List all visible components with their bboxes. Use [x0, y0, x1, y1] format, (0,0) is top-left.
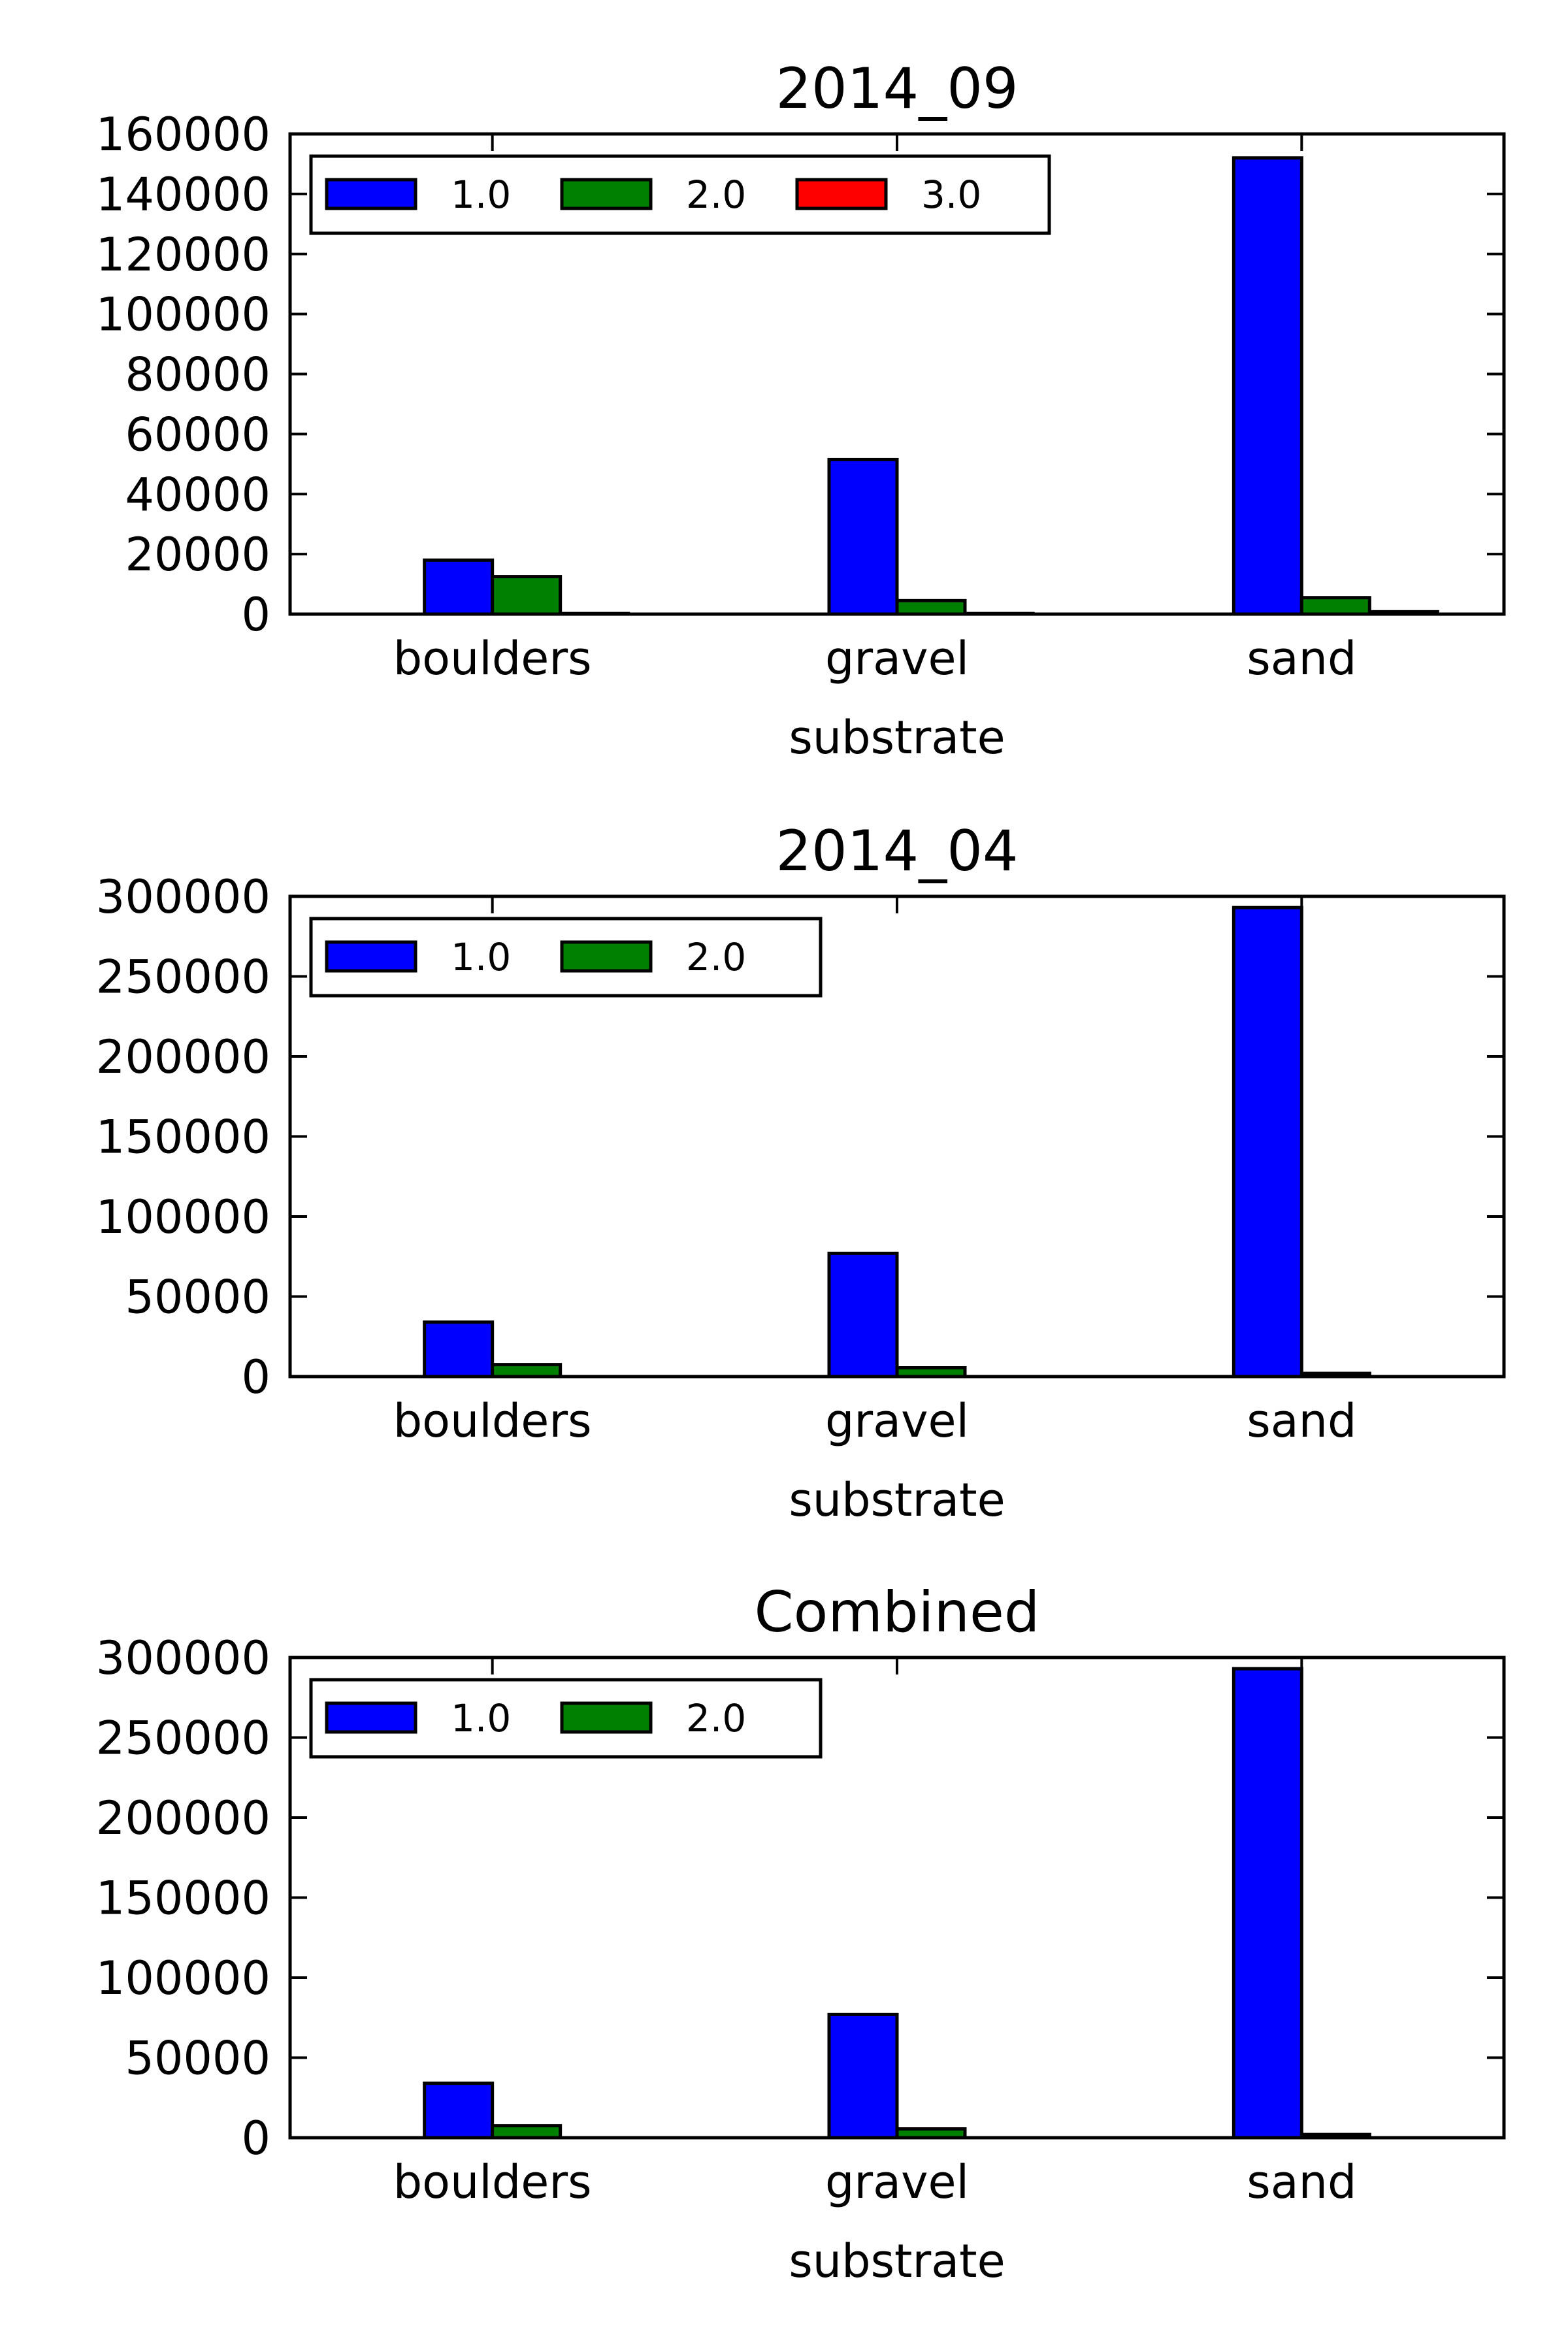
bar-sand-series-0: [1232, 156, 1303, 616]
x-axis-label: substrate: [789, 1473, 1005, 1527]
y-tick-label: 100000: [96, 1952, 270, 2005]
chart-panel-2: 0 50000 100000 150000 200000 250000 300000 boul…: [96, 1580, 1506, 2288]
bar-gravel-series-1: [895, 598, 967, 616]
bar-gravel-series-0: [827, 1251, 899, 1379]
bar-sand-series-0: [1232, 906, 1303, 1379]
y-tick-label: 50000: [125, 1271, 270, 1324]
y-tick-label: 100000: [96, 288, 270, 342]
legend-label-1: 2.0: [686, 172, 746, 217]
y-tick-label: 200000: [96, 1030, 270, 1084]
y-tick-label: 150000: [96, 1872, 270, 1925]
y-tick-label: 0: [241, 2112, 270, 2165]
bar-boulders-series-1: [491, 1363, 563, 1379]
y-tick-label: 300000: [96, 870, 270, 924]
legend-label-1: 2.0: [686, 935, 746, 979]
y-tick-label: 20000: [125, 528, 270, 581]
legend-label-1: 2.0: [686, 1696, 746, 1740]
x-tick-label-boulders: boulders: [393, 2155, 592, 2209]
legend-swatch-1: [560, 1701, 653, 1734]
x-tick-label-boulders: boulders: [393, 632, 592, 685]
x-tick-label-gravel: gravel: [825, 632, 969, 685]
legend-label-0: 1.0: [451, 935, 511, 979]
chart-title: 2014_09: [776, 56, 1018, 122]
legend-label-0: 1.0: [451, 172, 511, 217]
chart-panel-0: 0 20000 40000 60000 80000 100000 120000 140000 1…: [96, 56, 1506, 764]
y-tick-label: 60000: [125, 408, 270, 461]
chart-title: Combined: [755, 1580, 1040, 1645]
legend: 1.0 2.0: [309, 1678, 823, 1759]
x-tick-label-sand: sand: [1247, 1394, 1356, 1448]
y-tick-label: 200000: [96, 1791, 270, 1845]
legend-swatch-0: [325, 1701, 417, 1734]
bar-boulders-series-0: [423, 2082, 495, 2140]
legend-label-0: 1.0: [451, 1696, 511, 1740]
bar-gravel-series-0: [827, 2012, 899, 2140]
y-tick-label: 160000: [96, 108, 270, 161]
legend-swatch-2: [795, 178, 888, 210]
x-tick-label-sand: sand: [1247, 632, 1356, 685]
x-tick-label-gravel: gravel: [825, 1394, 969, 1448]
y-tick-label: 40000: [125, 468, 270, 521]
y-tick-label: 250000: [96, 951, 270, 1004]
y-tick-label: 120000: [96, 228, 270, 282]
bar-boulders-series-0: [423, 558, 495, 616]
legend: 1.0 2.0 3.0: [309, 154, 1051, 235]
bar-boulders-series-1: [491, 2124, 563, 2140]
legend-swatch-0: [325, 178, 417, 210]
x-axis-label: substrate: [789, 2234, 1005, 2288]
x-tick-label-boulders: boulders: [393, 1394, 592, 1448]
chart-panel-1: 0 50000 100000 150000 200000 250000 300000 boul…: [96, 819, 1506, 1527]
y-tick-label: 250000: [96, 1712, 270, 1765]
y-tick-label: 300000: [96, 1631, 270, 1685]
legend-label-2: 3.0: [921, 172, 981, 217]
y-tick-label: 0: [241, 588, 270, 642]
bar-sand-series-1: [1299, 596, 1371, 616]
chart-title: 2014_04: [776, 819, 1018, 884]
y-tick-label: 50000: [125, 2032, 270, 2085]
x-axis-label: substrate: [789, 711, 1005, 764]
bar-gravel-series-0: [827, 457, 899, 616]
x-tick-label-gravel: gravel: [825, 2155, 969, 2209]
y-tick-label: 100000: [96, 1190, 270, 1244]
x-tick-label-sand: sand: [1247, 2155, 1356, 2209]
y-tick-label: 0: [241, 1350, 270, 1404]
legend: 1.0 2.0: [309, 917, 823, 998]
legend-box: [309, 154, 1051, 235]
bar-boulders-series-1: [491, 575, 563, 616]
y-tick-label: 140000: [96, 168, 270, 221]
legend-swatch-1: [560, 178, 653, 210]
legend-swatch-1: [560, 940, 653, 973]
y-tick-label: 80000: [125, 348, 270, 402]
legend-swatch-0: [325, 940, 417, 973]
y-tick-label: 150000: [96, 1111, 270, 1164]
bar-sand-series-0: [1232, 1667, 1303, 2140]
bar-boulders-series-0: [423, 1320, 495, 1379]
